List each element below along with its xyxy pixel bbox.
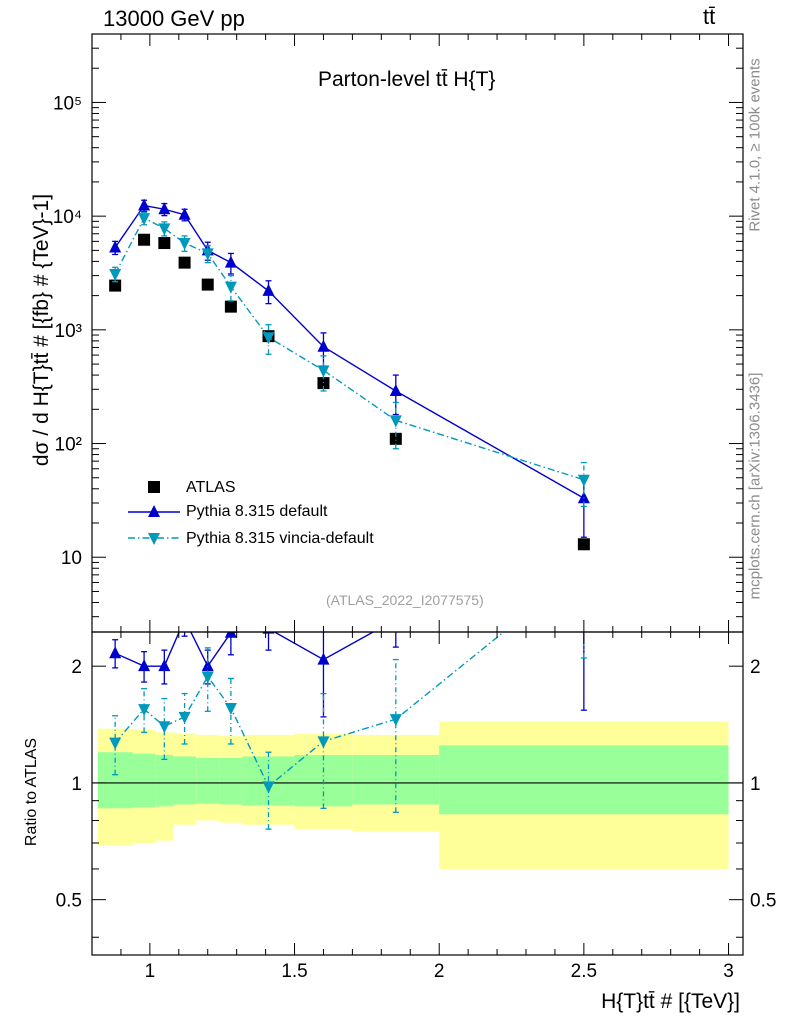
ratio-point-pythia-8-315-vincia-default [224, 703, 237, 716]
ratio-point-pythia-8-315-default [138, 659, 151, 672]
ratio-point-pythia-8-315-default [317, 652, 330, 665]
ratio-point-pythia-8-315-vincia-default [389, 714, 402, 727]
ratio-point-pythia-8-315-default [158, 659, 171, 672]
point-pythia-8-315-default [389, 383, 402, 396]
ratio-point-pythia-8-315-default [179, 612, 191, 624]
point-atlas [577, 538, 590, 551]
y-tick-label: 10⁴ [53, 207, 82, 228]
line-pythia-8-315-vincia-default [114, 217, 585, 481]
point-pythia-8-315-default [158, 202, 171, 215]
inner-uncertainty-band [173, 756, 197, 805]
point-atlas [109, 279, 122, 292]
point-pythia-8-315-default [224, 255, 237, 268]
ratio-point-pythia-8-315-default [109, 646, 122, 659]
point-pythia-8-315-default [178, 207, 191, 220]
x-tick-label: 1.5 [281, 961, 307, 982]
ratio-point-pythia-8-315-default [224, 632, 237, 638]
point-pythia-8-315-vincia-default [201, 248, 214, 261]
legend-entry-pythia-default: Pythia 8.315 default [186, 503, 328, 520]
ratio-point-pythia-8-315-vincia-default [158, 721, 171, 734]
point-pythia-8-315-default [577, 491, 590, 504]
ratio-tick-label-right: 1 [750, 774, 761, 795]
point-pythia-8-315-vincia-default [224, 281, 237, 294]
ratio-point-pythia-8-315-vincia-default [317, 736, 330, 749]
x-tick-label: 3 [723, 961, 734, 982]
point-atlas [178, 256, 191, 269]
legend-symbol-pythia-vincia [148, 533, 160, 545]
point-pythia-8-315-vincia-default [317, 365, 330, 378]
point-pythia-8-315-default [317, 339, 330, 352]
point-pythia-8-315-vincia-default [178, 238, 191, 251]
point-pythia-8-315-vincia-default [389, 415, 402, 428]
analysis-id-label: (ATLAS_2022_I2077575) [326, 592, 484, 608]
x-tick-label: 2 [434, 961, 445, 982]
ratio-plot-area [92, 562, 743, 869]
x-tick-label: 1 [145, 961, 156, 982]
ratio-point-pythia-8-315-default [390, 612, 402, 624]
legend-symbol-pythia-default [148, 505, 160, 517]
point-atlas [201, 278, 214, 291]
point-atlas [224, 300, 237, 313]
y-tick-label: 10 [61, 548, 82, 569]
x-axis-label: H{T}tt̄ # [{TeV}] [601, 990, 740, 1013]
ratio-point-pythia-8-315-vincia-default [138, 704, 151, 717]
line-pythia-8-315-default [114, 204, 585, 499]
ratio-tick-label-right: 0.5 [750, 891, 776, 912]
ratio-point-pythia-8-315-default [201, 659, 214, 672]
legend-entry-atlas: ATLAS [186, 479, 236, 496]
ratio-tick-label-left: 1 [71, 774, 82, 795]
inner-uncertainty-band [132, 753, 156, 808]
y-tick-label: 10⁵ [53, 93, 82, 114]
inner-uncertainty-band [155, 755, 174, 807]
point-atlas [317, 377, 330, 390]
legend-entry-pythia-vincia: Pythia 8.315 vincia-default [186, 530, 374, 547]
ratio-point-pythia-8-315-vincia-default [178, 711, 191, 724]
final-state-label: tt̄ [703, 4, 716, 29]
point-atlas [138, 233, 151, 246]
x-tick-label: 2.5 [571, 961, 597, 982]
main-plot-area [109, 198, 590, 551]
point-pythia-8-315-vincia-default [577, 474, 590, 487]
point-atlas [389, 432, 402, 445]
inner-uncertainty-band [439, 745, 729, 815]
ratio-frame [91, 631, 744, 956]
ratio-y-axis-label: Ratio to ATLAS [23, 737, 40, 847]
ratio-point-pythia-8-315-vincia-default [109, 737, 122, 750]
point-pythia-8-315-default [262, 283, 275, 296]
ratio-point-pythia-8-315-vincia-default [262, 781, 275, 794]
ratio-tick-label-right: 2 [750, 657, 761, 678]
plot-title: Parton-level tt̄ H{T} [318, 68, 496, 91]
rivet-version-label: Rivet 4.1.0, ≥ 100k events [746, 58, 764, 232]
point-pythia-8-315-vincia-default [138, 213, 151, 226]
point-pythia-8-315-vincia-default [262, 332, 275, 345]
mcplots-label: mcplots.cern.ch [arXiv:1306.3436] [746, 372, 764, 600]
process-label: 13000 GeV pp [103, 6, 245, 31]
inner-uncertainty-band [219, 757, 243, 805]
point-pythia-8-315-default [109, 240, 122, 253]
point-pythia-8-315-vincia-default [158, 223, 171, 236]
legend-symbol-atlas [148, 481, 160, 493]
ratio-tick-label-left: 2 [71, 657, 82, 678]
ratio-point-pythia-8-315-vincia-default [578, 562, 590, 574]
y-axis-label: dσ / d H{T}tt̄ # [{fb} # {TeV}-1] [30, 193, 53, 467]
point-pythia-8-315-default [138, 198, 151, 211]
inner-uncertainty-band [196, 757, 220, 804]
point-pythia-8-315-vincia-default [109, 268, 122, 281]
y-tick-label: 10³ [55, 321, 82, 342]
y-tick-label: 10² [55, 435, 82, 456]
ratio-line-pythia-8-315-default [114, 632, 375, 668]
ratio-point-pythia-8-315-vincia-default [201, 671, 214, 684]
ratio-tick-label-left: 0.5 [56, 891, 82, 912]
point-atlas [158, 237, 171, 250]
